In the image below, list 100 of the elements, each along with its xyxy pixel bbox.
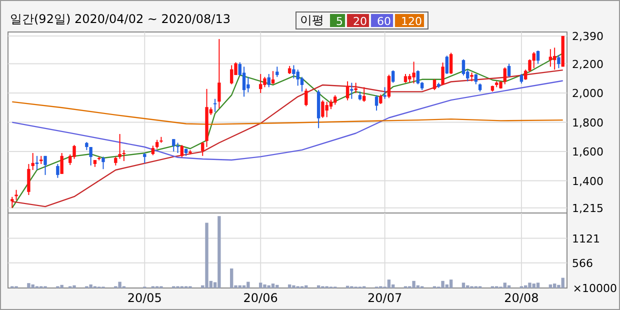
x-tick-label: 20/07 (368, 291, 402, 305)
bar (548, 284, 552, 288)
candlestick (449, 52, 453, 74)
candlestick (329, 99, 333, 110)
candlestick (292, 64, 296, 79)
bar (536, 282, 540, 288)
y-tick-label: 2,000 (572, 87, 604, 100)
bar (230, 268, 234, 288)
bar (387, 280, 391, 288)
candlestick (350, 82, 354, 100)
legend-title: 이평 (300, 13, 324, 27)
candlestick (474, 73, 478, 85)
text: 5 (336, 15, 343, 28)
y-tick-label: 2,200 (572, 58, 604, 71)
bar (72, 285, 76, 288)
candlestick (346, 80, 350, 101)
candlestick (462, 58, 466, 76)
candlestick (536, 50, 540, 64)
candlestick (180, 144, 184, 158)
candlestick (27, 163, 30, 196)
bar (89, 284, 92, 288)
candlestick (374, 94, 378, 112)
text: 20 (353, 15, 367, 28)
y-tick-label: 1,400 (572, 174, 604, 188)
candlestick (532, 52, 536, 69)
chart-title: 일간(92일) 2020/04/02 ~ 2020/08/13 (10, 12, 230, 26)
candlestick (44, 155, 47, 176)
candlestick (230, 64, 234, 85)
x-tick-label: 20/05 (127, 291, 162, 305)
candlestick (334, 94, 337, 106)
candlestick (213, 98, 217, 113)
candlestick (445, 55, 449, 74)
candlestick (321, 100, 324, 118)
bar (118, 282, 122, 288)
bar (246, 282, 250, 288)
candlestick (176, 142, 180, 154)
candlestick (102, 156, 105, 170)
bar (532, 284, 536, 288)
candlestick (325, 101, 328, 118)
candlestick (503, 66, 506, 85)
candlestick (151, 145, 155, 156)
bar (441, 280, 444, 288)
candlestick (379, 94, 382, 104)
candlestick (412, 61, 416, 84)
bar (528, 282, 532, 288)
candlestick (242, 66, 246, 98)
candlestick (10, 196, 14, 208)
y-tick-label: 566 (572, 256, 593, 270)
candlestick (218, 38, 221, 109)
y-axis-title: ×10000 (572, 282, 617, 295)
bar (271, 284, 275, 288)
candlestick (56, 163, 60, 178)
candlestick (304, 88, 308, 107)
candlestick (383, 86, 386, 100)
candlestick (276, 66, 279, 78)
bar (449, 280, 453, 288)
candlestick (524, 69, 528, 80)
candlestick (14, 189, 18, 200)
candlestick (246, 76, 250, 93)
y-tick-label: 1,600 (572, 146, 604, 159)
candlestick (60, 152, 64, 174)
candlestick (362, 86, 366, 102)
y-tick-label: 2,390 (572, 30, 604, 43)
bar (258, 282, 262, 288)
candlestick (548, 48, 552, 68)
bar (288, 284, 292, 288)
bar (218, 216, 221, 288)
text: 60 (377, 15, 391, 28)
candlestick (271, 70, 275, 85)
y-tick-label: 1121 (572, 232, 600, 246)
candlestick (416, 70, 420, 85)
bar (552, 284, 556, 288)
candlestick (89, 146, 92, 166)
bar (561, 278, 564, 288)
bar (205, 222, 208, 288)
candlestick (441, 62, 444, 86)
bar (27, 283, 30, 288)
bar (503, 282, 506, 288)
candlestick (296, 69, 300, 86)
candlestick (72, 144, 76, 160)
candlestick (35, 155, 39, 170)
x-tick-label: 20/06 (243, 291, 278, 305)
candlestick (258, 73, 262, 94)
candlestick (432, 78, 436, 91)
bar (276, 284, 279, 288)
y-tick-label: 1,800 (572, 116, 604, 130)
candlestick (520, 73, 524, 84)
candlestick (201, 142, 204, 156)
candlestick (122, 150, 126, 162)
candlestick (172, 138, 176, 152)
candlestick (263, 76, 266, 88)
bar (462, 282, 466, 288)
candlestick (391, 70, 395, 84)
bar (60, 284, 64, 288)
y-tick-label: 1,215 (572, 202, 604, 215)
line-series (12, 80, 564, 161)
bar (292, 285, 296, 288)
candlestick (143, 152, 146, 164)
candlestick (354, 82, 358, 94)
candlestick (557, 54, 560, 69)
